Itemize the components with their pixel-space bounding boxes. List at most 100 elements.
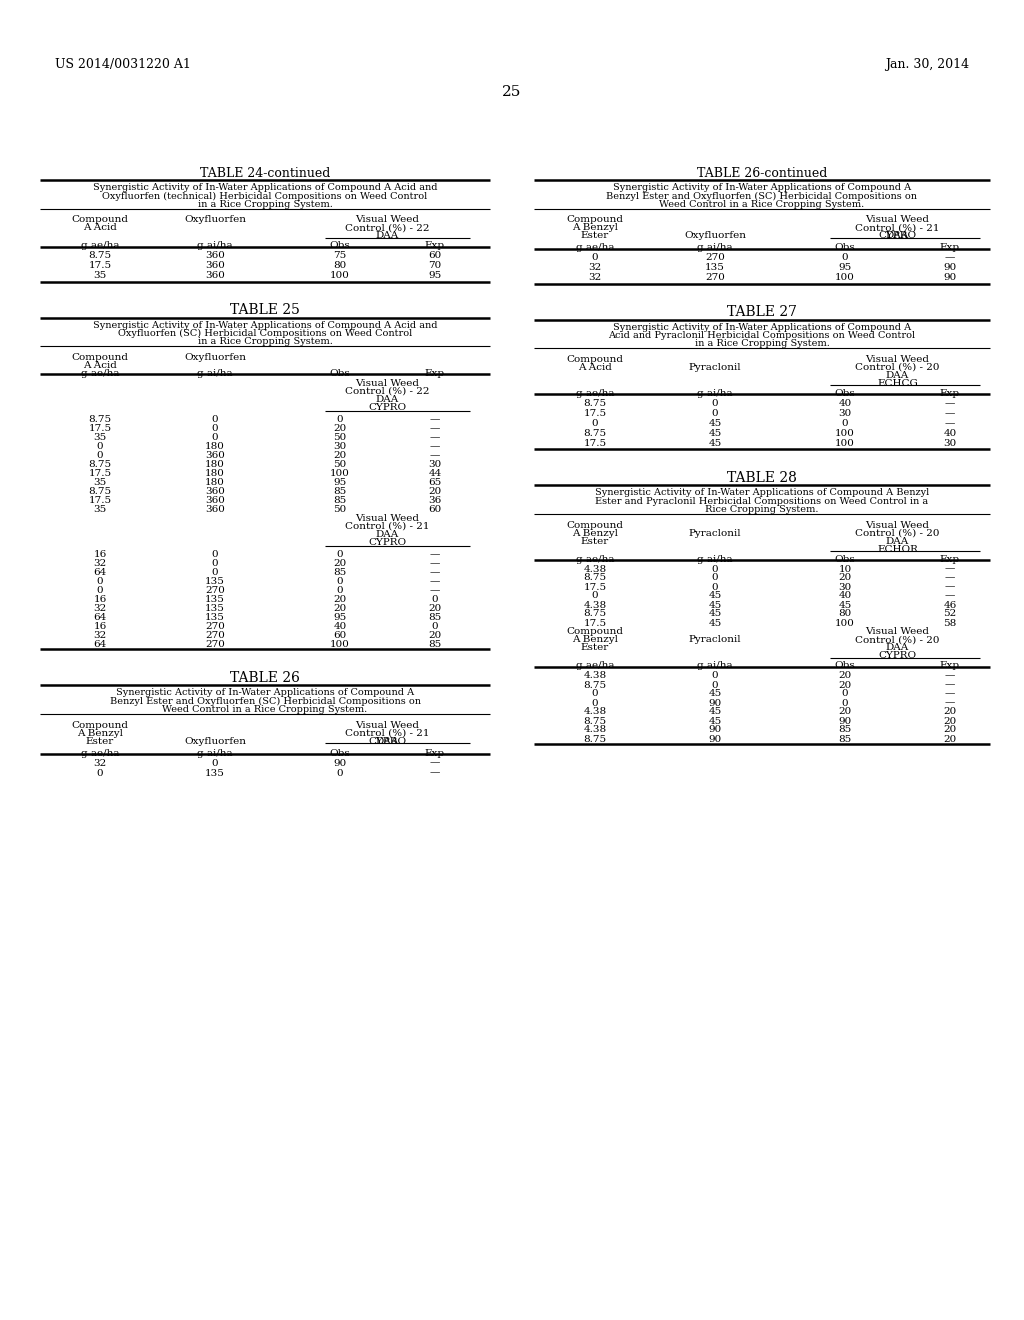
Text: 0: 0 (212, 759, 218, 767)
Text: Control (%) - 21: Control (%) - 21 (855, 223, 940, 232)
Text: 0: 0 (712, 573, 718, 582)
Text: 100: 100 (835, 273, 855, 282)
Text: 270: 270 (706, 253, 725, 263)
Text: 45: 45 (709, 619, 722, 627)
Text: CYPRO: CYPRO (369, 403, 407, 412)
Text: Compound: Compound (72, 721, 128, 730)
Text: 32: 32 (93, 631, 106, 640)
Text: 85: 85 (428, 612, 441, 622)
Text: 45: 45 (709, 440, 722, 447)
Text: 90: 90 (839, 717, 852, 726)
Text: 50: 50 (334, 506, 347, 513)
Text: 4.38: 4.38 (584, 726, 606, 734)
Text: 360: 360 (205, 272, 225, 281)
Text: in a Rice Cropping System.: in a Rice Cropping System. (694, 339, 829, 348)
Text: 32: 32 (93, 759, 106, 767)
Text: Exp: Exp (425, 370, 445, 378)
Text: Control (%) - 21: Control (%) - 21 (345, 729, 430, 738)
Text: Acid and Pyraclonil Herbicidal Compositions on Weed Control: Acid and Pyraclonil Herbicidal Compositi… (608, 331, 915, 341)
Text: Synergistic Activity of In-Water Applications of Compound A: Synergistic Activity of In-Water Applica… (613, 322, 911, 331)
Text: 30: 30 (839, 582, 852, 591)
Text: Obs: Obs (330, 748, 350, 758)
Text: g ae/ha: g ae/ha (81, 242, 119, 251)
Text: Visual Weed: Visual Weed (865, 215, 930, 224)
Text: 0: 0 (842, 689, 848, 698)
Text: 0: 0 (96, 442, 103, 451)
Text: 20: 20 (943, 717, 956, 726)
Text: 0: 0 (432, 595, 438, 605)
Text: 32: 32 (93, 605, 106, 612)
Text: 20: 20 (334, 451, 347, 459)
Text: 20: 20 (334, 558, 347, 568)
Text: —: — (945, 573, 955, 582)
Text: TABLE 24-continued: TABLE 24-continued (200, 168, 330, 180)
Text: 45: 45 (709, 717, 722, 726)
Text: Ester: Ester (581, 644, 609, 652)
Text: Oxyfluorfen: Oxyfluorfen (184, 352, 246, 362)
Text: 35: 35 (93, 478, 106, 487)
Text: 58: 58 (943, 619, 956, 627)
Text: 135: 135 (205, 768, 225, 777)
Text: TABLE 28: TABLE 28 (727, 471, 797, 484)
Text: A Benzyl: A Benzyl (572, 528, 618, 537)
Text: 85: 85 (334, 487, 347, 496)
Text: —: — (430, 586, 440, 595)
Text: 180: 180 (205, 442, 225, 451)
Text: 20: 20 (334, 605, 347, 612)
Text: —: — (945, 698, 955, 708)
Text: 100: 100 (835, 429, 855, 438)
Text: g ae/ha: g ae/ha (81, 748, 119, 758)
Text: 270: 270 (205, 586, 225, 595)
Text: 95: 95 (428, 272, 441, 281)
Text: Pyraclonil: Pyraclonil (689, 363, 741, 372)
Text: DAA: DAA (376, 737, 399, 746)
Text: TABLE 25: TABLE 25 (230, 304, 300, 318)
Text: Visual Weed: Visual Weed (865, 520, 930, 529)
Text: 0: 0 (212, 550, 218, 558)
Text: Obs: Obs (835, 661, 855, 671)
Text: Jan. 30, 2014: Jan. 30, 2014 (885, 58, 969, 71)
Text: —: — (430, 433, 440, 442)
Text: 4.38: 4.38 (584, 708, 606, 717)
Text: ECHCG: ECHCG (878, 379, 918, 388)
Text: 20: 20 (839, 672, 852, 681)
Text: 52: 52 (943, 610, 956, 619)
Text: 95: 95 (839, 264, 852, 272)
Text: 90: 90 (334, 759, 347, 767)
Text: 45: 45 (709, 689, 722, 698)
Text: Compound: Compound (566, 355, 624, 364)
Text: A Benzyl: A Benzyl (572, 635, 618, 644)
Text: 44: 44 (428, 469, 441, 478)
Text: 17.5: 17.5 (88, 261, 112, 271)
Text: Pyraclonil: Pyraclonil (689, 635, 741, 644)
Text: g ai/ha: g ai/ha (697, 243, 733, 252)
Text: A Benzyl: A Benzyl (572, 223, 618, 232)
Text: g ae/ha: g ae/ha (575, 389, 614, 399)
Text: Visual Weed: Visual Weed (355, 513, 420, 523)
Text: Obs: Obs (835, 243, 855, 252)
Text: —: — (945, 399, 955, 408)
Text: 50: 50 (334, 459, 347, 469)
Text: Synergistic Activity of In-Water Applications of Compound A: Synergistic Activity of In-Water Applica… (116, 688, 414, 697)
Text: g ae/ha: g ae/ha (575, 554, 614, 564)
Text: 75: 75 (334, 252, 347, 260)
Text: 45: 45 (709, 610, 722, 619)
Text: 0: 0 (432, 622, 438, 631)
Text: 8.75: 8.75 (584, 681, 606, 689)
Text: Exp: Exp (425, 242, 445, 251)
Text: Oxyfluorfen: Oxyfluorfen (184, 737, 246, 746)
Text: 80: 80 (334, 261, 347, 271)
Text: 45: 45 (709, 429, 722, 438)
Text: 16: 16 (93, 622, 106, 631)
Text: TABLE 26-continued: TABLE 26-continued (696, 168, 827, 180)
Text: DAA: DAA (886, 231, 909, 240)
Text: 20: 20 (839, 708, 852, 717)
Text: 8.75: 8.75 (584, 573, 606, 582)
Text: ECHOR: ECHOR (878, 544, 918, 553)
Text: 20: 20 (943, 726, 956, 734)
Text: 0: 0 (96, 768, 103, 777)
Text: 40: 40 (334, 622, 347, 631)
Text: Visual Weed: Visual Weed (355, 379, 420, 388)
Text: 360: 360 (205, 506, 225, 513)
Text: 45: 45 (709, 591, 722, 601)
